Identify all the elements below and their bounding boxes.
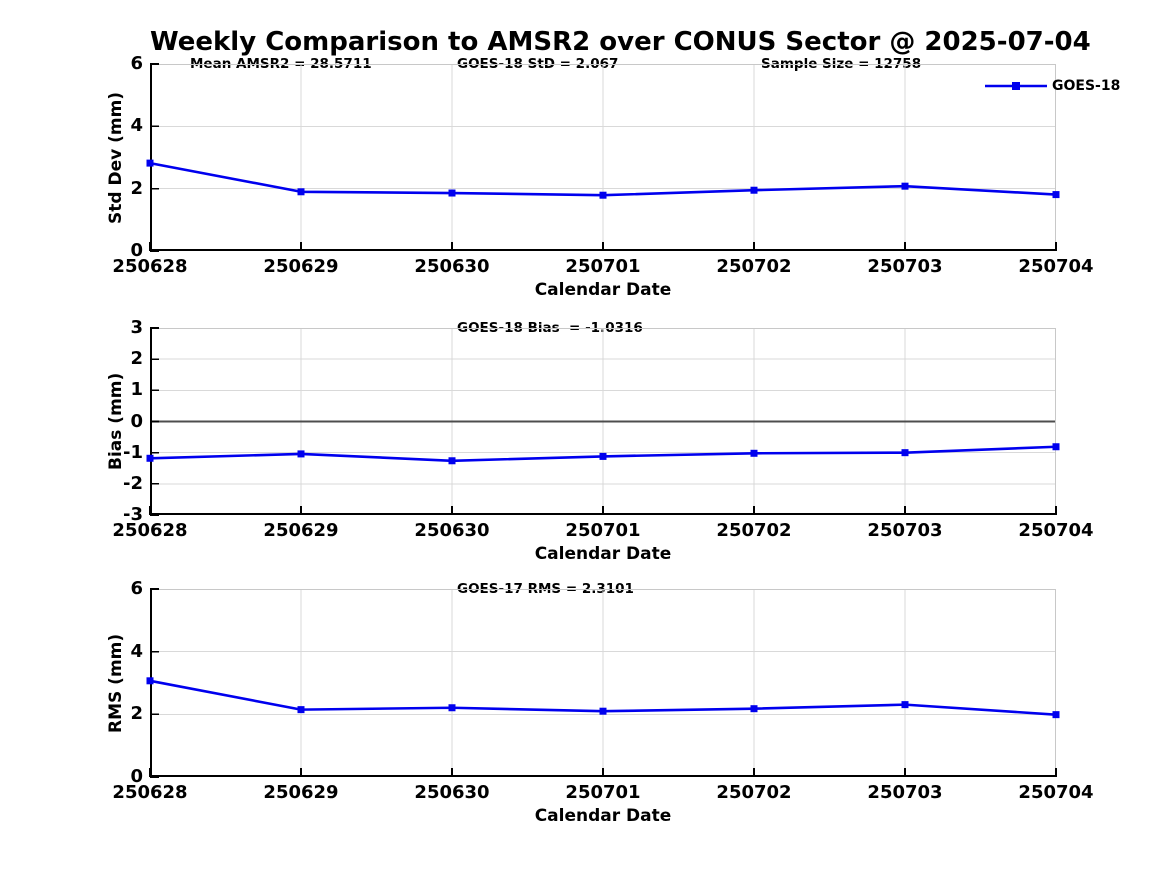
- y-tick-label: 6: [130, 578, 143, 599]
- x-tick-label: 250628: [112, 520, 188, 541]
- y-tick-label: -2: [123, 472, 143, 494]
- data-point-marker: [901, 182, 909, 190]
- x-axis-label-bias: Calendar Date: [534, 544, 672, 564]
- data-point-marker: [297, 450, 305, 458]
- x-tick-label: 250701: [565, 256, 641, 277]
- x-tick-label: 250629: [263, 256, 339, 277]
- x-tick-label: 250630: [414, 782, 490, 803]
- data-point-marker: [146, 454, 154, 462]
- data-point-marker: [297, 706, 305, 714]
- data-point-marker: [901, 449, 909, 457]
- y-tick-label: 4: [130, 115, 143, 137]
- y-tick-label: -1: [123, 441, 143, 463]
- data-point-marker: [901, 701, 909, 709]
- data-point-marker: [448, 189, 456, 197]
- data-point-marker: [1052, 443, 1060, 451]
- y-tick-label: 2: [130, 348, 143, 370]
- data-point-marker: [146, 159, 154, 167]
- x-tick-label: 250702: [716, 520, 792, 541]
- x-tick-label: 250703: [867, 256, 943, 277]
- y-tick-label: 0: [130, 410, 143, 432]
- x-tick-label: 250703: [867, 782, 943, 803]
- y-tick-label: -3: [123, 504, 143, 525]
- x-tick-label: 250701: [565, 782, 641, 803]
- y-axis-label-rms: RMS (mm): [106, 633, 126, 733]
- data-point-marker: [599, 452, 607, 460]
- data-point-marker: [750, 186, 758, 194]
- x-tick-label: 250629: [263, 520, 339, 541]
- x-axis-label-rms: Calendar Date: [534, 806, 672, 826]
- x-tick-label: 250629: [263, 782, 339, 803]
- x-tick-label: 250702: [716, 256, 792, 277]
- data-point-marker: [448, 704, 456, 712]
- data-point-marker: [448, 457, 456, 465]
- data-point-marker: [750, 705, 758, 713]
- plot-area-rms: [146, 588, 1060, 778]
- data-point-marker: [1052, 711, 1060, 719]
- chart-title: Weekly Comparison to AMSR2 over CONUS Se…: [150, 27, 1091, 57]
- y-tick-label: 2: [130, 703, 143, 725]
- data-point-marker: [750, 449, 758, 457]
- y-tick-label: 2: [130, 177, 143, 199]
- y-axis-label-stddev: Std Dev (mm): [106, 91, 126, 224]
- y-tick-label: 4: [130, 640, 143, 662]
- data-point-marker: [297, 188, 305, 196]
- y-tick-label: 6: [130, 53, 143, 74]
- data-point-marker: [1052, 191, 1060, 199]
- x-tick-label: 250628: [112, 782, 188, 803]
- y-tick-label: 1: [130, 379, 143, 401]
- x-tick-label: 250702: [716, 782, 792, 803]
- x-tick-label: 250704: [1018, 520, 1094, 541]
- y-tick-label: 0: [130, 240, 143, 261]
- x-tick-label: 250630: [414, 256, 490, 277]
- x-tick-label: 250703: [867, 520, 943, 541]
- x-tick-label: 250704: [1018, 256, 1094, 277]
- y-tick-label: 0: [130, 766, 143, 787]
- x-tick-label: 250630: [414, 520, 490, 541]
- x-axis-label-stddev: Calendar Date: [534, 280, 672, 300]
- plot-area-bias: [146, 327, 1060, 516]
- legend-line-marker-icon: [985, 82, 1047, 90]
- x-tick-label: 250628: [112, 256, 188, 277]
- y-tick-label: 3: [130, 317, 143, 338]
- legend-label: GOES-18: [1052, 78, 1121, 94]
- data-point-marker: [146, 677, 154, 685]
- x-tick-label: 250704: [1018, 782, 1094, 803]
- plot-area-stddev: [146, 63, 1060, 252]
- data-point-marker: [599, 707, 607, 715]
- data-point-marker: [599, 191, 607, 199]
- x-tick-label: 250701: [565, 520, 641, 541]
